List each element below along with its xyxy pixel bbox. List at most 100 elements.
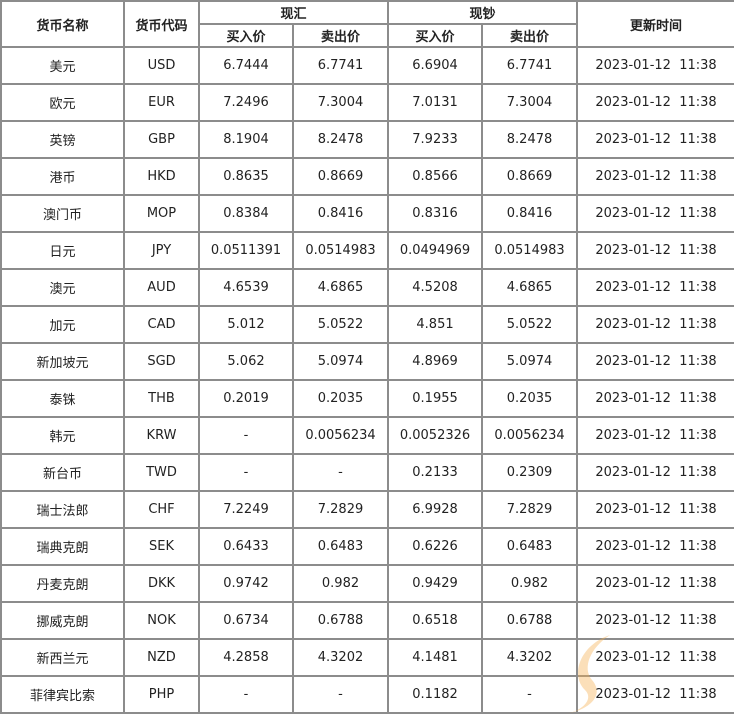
cell-spot-sell: - [291, 675, 390, 714]
cell-cash-buy: 6.6904 [387, 46, 484, 85]
cell-cash-buy: 0.1182 [387, 675, 484, 714]
cell-spot-buy: 0.6734 [198, 601, 294, 640]
cell-currency-code: KRW [123, 416, 200, 455]
cell-spot-sell: 4.3202 [291, 638, 390, 677]
cell-spot-buy: 4.6539 [198, 268, 294, 307]
cell-spot-sell: 0.6788 [291, 601, 390, 640]
cell-currency-code: CAD [123, 305, 200, 344]
cell-cash-buy: 0.0052326 [387, 416, 484, 455]
cell-spot-sell: 8.2478 [291, 120, 390, 159]
cell-update-time: 2023-01-12 11:38 [576, 157, 734, 196]
cell-currency-name: 美元 [0, 46, 125, 85]
cell-cash-sell: 0.6483 [481, 527, 579, 566]
cell-spot-buy: 0.8635 [198, 157, 294, 196]
table-row: 美元 USD 6.7444 6.7741 6.6904 6.7741 2023-01-12 … [0, 46, 734, 85]
cell-currency-name: 韩元 [0, 416, 125, 455]
cell-cash-buy: 6.9928 [387, 490, 484, 529]
cell-cash-sell: 0.8416 [481, 194, 579, 233]
cell-currency-code: GBP [123, 120, 200, 159]
cell-cash-sell: 4.6865 [481, 268, 579, 307]
cell-spot-sell: - [291, 453, 390, 492]
table-row: 欧元 EUR 7.2496 7.3004 7.0131 7.3004 2023-01-12 … [0, 83, 734, 122]
cell-cash-sell: 0.2035 [481, 379, 579, 418]
cell-currency-code: EUR [123, 83, 200, 122]
cell-currency-name: 欧元 [0, 83, 125, 122]
cell-cash-buy: 0.9429 [387, 564, 484, 603]
cell-cash-buy: 0.6226 [387, 527, 484, 566]
cell-cash-sell: 0.0514983 [481, 231, 579, 270]
header-spot-sell: 卖出价 [291, 23, 390, 48]
cell-currency-code: TWD [123, 453, 200, 492]
cell-cash-sell: 4.3202 [481, 638, 579, 677]
cell-cash-sell: 7.2829 [481, 490, 579, 529]
cell-update-time: 2023-01-12 11:38 [576, 527, 734, 566]
table-row: 瑞士法郎 CHF 7.2249 7.2829 6.9928 7.2829 2023-01-1… [0, 490, 734, 529]
cell-update-time: 2023-01-12 11:38 [576, 194, 734, 233]
table-row: 新西兰元 NZD 4.2858 4.3202 4.1481 4.3202 2023-01-1… [0, 638, 734, 677]
cell-currency-name: 新加坡元 [0, 342, 125, 381]
cell-spot-sell: 0.0514983 [291, 231, 390, 270]
header-cash: 现钞 [387, 0, 579, 25]
cell-currency-name: 英镑 [0, 120, 125, 159]
cell-currency-code: HKD [123, 157, 200, 196]
cell-currency-code: SEK [123, 527, 200, 566]
cell-spot-buy: 0.0511391 [198, 231, 294, 270]
cell-currency-code: NZD [123, 638, 200, 677]
cell-spot-sell: 4.6865 [291, 268, 390, 307]
cell-spot-sell: 5.0522 [291, 305, 390, 344]
cell-spot-sell: 7.3004 [291, 83, 390, 122]
cell-cash-sell: 0.982 [481, 564, 579, 603]
table-row: 泰铢 THB 0.2019 0.2035 0.1955 0.2035 2023-01-12 … [0, 379, 734, 418]
cell-spot-buy: 6.7444 [198, 46, 294, 85]
cell-cash-buy: 0.8316 [387, 194, 484, 233]
cell-update-time: 2023-01-12 11:38 [576, 453, 734, 492]
cell-update-time: 2023-01-12 11:38 [576, 601, 734, 640]
cell-spot-buy: 0.9742 [198, 564, 294, 603]
cell-currency-name: 瑞士法郎 [0, 490, 125, 529]
cell-currency-name: 瑞典克朗 [0, 527, 125, 566]
cell-spot-sell: 0.0056234 [291, 416, 390, 455]
header-currency-name: 货币名称 [0, 0, 125, 48]
cell-currency-code: SGD [123, 342, 200, 381]
header-cash-sell: 卖出价 [481, 23, 579, 48]
cell-spot-sell: 0.2035 [291, 379, 390, 418]
cell-update-time: 2023-01-12 11:38 [576, 490, 734, 529]
cell-spot-sell: 0.8669 [291, 157, 390, 196]
cell-spot-buy: 0.2019 [198, 379, 294, 418]
cell-currency-code: DKK [123, 564, 200, 603]
table-row: 丹麦克朗 DKK 0.9742 0.982 0.9429 0.982 2023-01-12 … [0, 564, 734, 603]
cell-currency-name: 澳门币 [0, 194, 125, 233]
cell-currency-code: AUD [123, 268, 200, 307]
table-row: 澳门币 MOP 0.8384 0.8416 0.8316 0.8416 2023-01-12… [0, 194, 734, 233]
cell-currency-code: PHP [123, 675, 200, 714]
cell-currency-code: JPY [123, 231, 200, 270]
table-row: 澳元 AUD 4.6539 4.6865 4.5208 4.6865 2023-01-12 … [0, 268, 734, 307]
cell-cash-sell: 0.2309 [481, 453, 579, 492]
cell-update-time: 2023-01-12 11:38 [576, 564, 734, 603]
table-row: 挪威克朗 NOK 0.6734 0.6788 0.6518 0.6788 2023-01-1… [0, 601, 734, 640]
cell-currency-code: MOP [123, 194, 200, 233]
cell-update-time: 2023-01-12 11:38 [576, 638, 734, 677]
header-cash-buy: 买入价 [387, 23, 484, 48]
cell-currency-name: 新台币 [0, 453, 125, 492]
cell-spot-buy: 8.1904 [198, 120, 294, 159]
cell-spot-sell: 0.6483 [291, 527, 390, 566]
cell-spot-sell: 5.0974 [291, 342, 390, 381]
cell-currency-name: 新西兰元 [0, 638, 125, 677]
cell-spot-buy: 7.2249 [198, 490, 294, 529]
cell-cash-buy: 4.8969 [387, 342, 484, 381]
cell-cash-buy: 0.6518 [387, 601, 484, 640]
cell-update-time: 2023-01-12 11:38 [576, 83, 734, 122]
cell-cash-sell: 5.0522 [481, 305, 579, 344]
header-currency-code: 货币代码 [123, 0, 200, 48]
cell-currency-name: 澳元 [0, 268, 125, 307]
cell-update-time: 2023-01-12 11:38 [576, 416, 734, 455]
cell-cash-buy: 4.851 [387, 305, 484, 344]
table-row: 新加坡元 SGD 5.062 5.0974 4.8969 5.0974 2023-01-12… [0, 342, 734, 381]
cell-currency-code: CHF [123, 490, 200, 529]
cell-update-time: 2023-01-12 11:38 [576, 305, 734, 344]
cell-currency-name: 菲律宾比索 [0, 675, 125, 714]
table-row: 菲律宾比索 PHP - -0.1182-2023-01-12 11:38 [0, 675, 734, 714]
header-spot-buy: 买入价 [198, 23, 294, 48]
